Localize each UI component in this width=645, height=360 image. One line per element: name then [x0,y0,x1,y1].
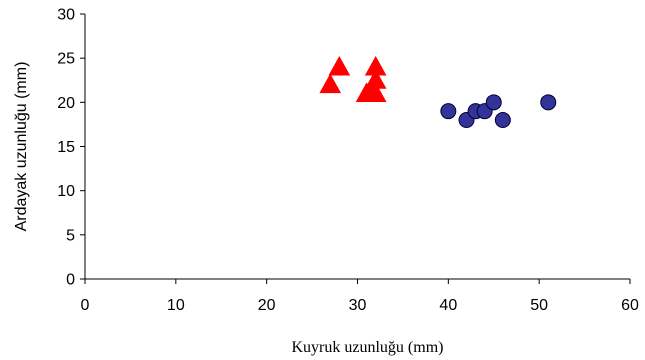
x-tick-label: 10 [167,297,185,314]
x-tick-label: 40 [439,297,457,314]
x-axis-label: Kuyruk uzunluğu (mm) [292,339,444,356]
x-ticks: 0 10 20 30 40 50 60 [81,279,639,314]
y-tick-label: 10 [57,183,75,200]
x-tick-label: 20 [258,297,276,314]
triangle-point [364,55,387,76]
triangle-point [328,55,351,76]
circle-point [494,112,511,128]
x-tick-label: 0 [81,297,90,314]
y-ticks: 0 5 10 15 20 25 30 [57,7,85,289]
axes [84,14,630,280]
y-tick-label: 5 [66,227,75,244]
x-tick-label: 60 [621,297,639,314]
x-tick-label: 50 [530,297,548,314]
x-tick-label: 30 [349,297,367,314]
data-points [319,55,557,128]
y-axis-label: Ardayak uzunluğu (mm) [13,62,30,232]
triangle-point [364,82,387,102]
triangle-point [319,73,342,94]
y-tick-label: 15 [57,139,75,156]
circle-point [540,94,557,111]
circle-point [440,103,457,120]
y-tick-label: 30 [57,7,75,24]
y-tick-label: 25 [57,51,75,68]
circle-point [485,94,502,111]
triangle-point [364,69,387,89]
y-tick-label: 20 [57,95,75,112]
y-tick-label: 0 [66,272,75,289]
